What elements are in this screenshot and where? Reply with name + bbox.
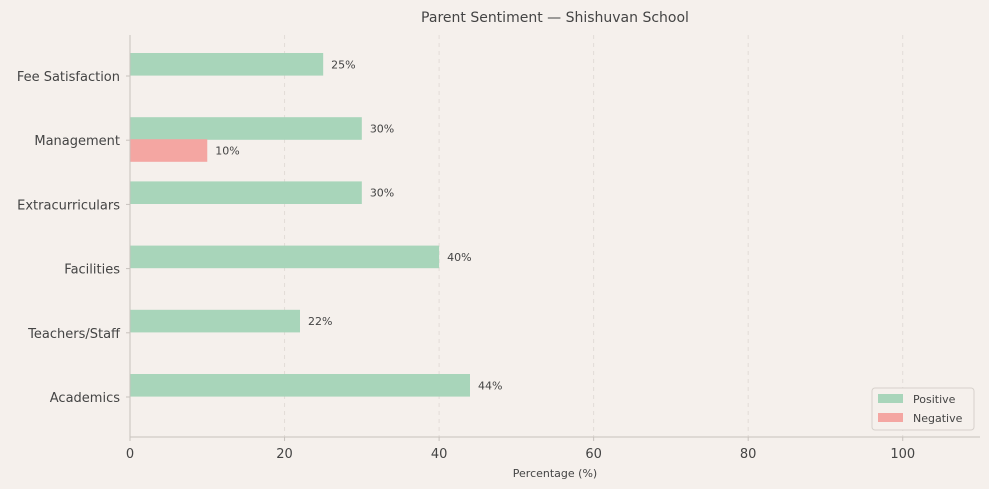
bar-positive xyxy=(130,374,470,397)
x-tick-label: 40 xyxy=(431,447,448,462)
bars: 25% 30% 10% 30% 40% 22% 44% xyxy=(130,53,502,397)
bar-positive xyxy=(130,53,324,76)
legend: Positive Negative xyxy=(871,387,975,431)
category-label: Academics xyxy=(50,391,120,406)
category-label: Teachers/Staff xyxy=(27,327,121,342)
data-label: 22% xyxy=(308,315,332,328)
data-label: 44% xyxy=(478,379,502,392)
grid-lines xyxy=(284,35,904,437)
category-label: Management xyxy=(34,134,120,149)
data-label: 30% xyxy=(370,187,394,200)
category-label: Facilities xyxy=(64,263,120,278)
bar-negative xyxy=(130,139,208,162)
x-tick-label: 0 xyxy=(126,447,134,462)
bar-positive xyxy=(130,117,362,140)
chart-title: Parent Sentiment — Shishuvan School xyxy=(421,10,689,26)
category-labels: Fee Satisfaction Management Extracurricula… xyxy=(17,70,130,406)
data-label: 10% xyxy=(215,145,239,158)
bar-positive xyxy=(130,181,362,204)
x-tick-label: 20 xyxy=(276,447,293,462)
x-tick-label: 80 xyxy=(740,447,757,462)
data-label: 25% xyxy=(331,58,355,71)
x-ticks: 0 20 40 60 80 100 xyxy=(126,437,915,462)
data-label: 40% xyxy=(447,251,471,264)
x-axis-label: Percentage (%) xyxy=(513,467,597,480)
data-label: 30% xyxy=(370,123,394,136)
x-tick-label: 100 xyxy=(890,447,915,462)
bar-positive xyxy=(130,245,440,269)
x-tick-label: 60 xyxy=(585,447,602,462)
category-label: Fee Satisfaction xyxy=(17,70,120,85)
bar-positive xyxy=(130,309,300,333)
legend-label-positive: Positive xyxy=(913,393,956,406)
category-label: Extracurriculars xyxy=(17,198,120,213)
legend-swatch-positive xyxy=(878,394,903,403)
axes xyxy=(129,35,980,438)
legend-label-negative: Negative xyxy=(913,412,963,425)
legend-swatch-negative xyxy=(878,413,903,422)
